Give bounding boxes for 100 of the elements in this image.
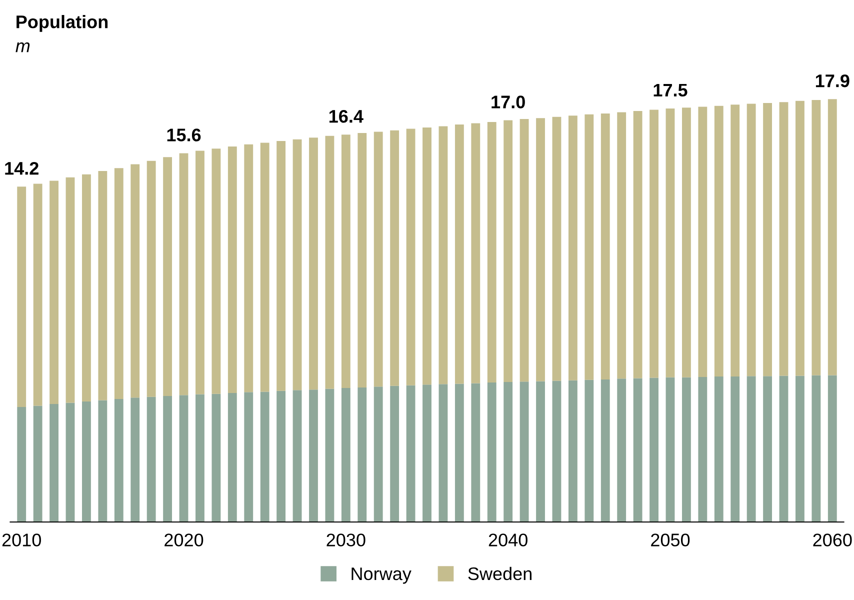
bar: [212, 148, 221, 394]
annotation: 17.9: [816, 74, 850, 88]
bar: [666, 377, 675, 522]
bar: [98, 171, 108, 400]
bar: [244, 392, 254, 522]
bar: [633, 110, 642, 378]
bar: [276, 390, 286, 522]
bar: [552, 116, 562, 381]
annotation: 15.6: [167, 128, 201, 142]
bar: [650, 378, 658, 522]
bar: [714, 376, 724, 522]
bar: [422, 384, 432, 522]
bar: [454, 124, 464, 384]
bar: [260, 392, 270, 522]
bar: [292, 139, 302, 390]
bar: [471, 123, 480, 384]
bar: [179, 395, 188, 522]
bar: [196, 150, 204, 394]
bar: [763, 102, 772, 376]
bar: [276, 141, 286, 391]
bar: [454, 384, 464, 522]
bar: [66, 402, 75, 522]
bar: [358, 388, 367, 522]
bar: [325, 388, 334, 522]
bar: [666, 108, 675, 378]
bar: [390, 130, 400, 386]
bar: [779, 376, 788, 522]
bar: [50, 180, 58, 404]
bar: [33, 184, 42, 406]
legend-label: Norway: [352, 568, 412, 584]
bar: [82, 401, 91, 522]
bar: [260, 142, 270, 392]
bar: [33, 406, 42, 522]
bar: [552, 380, 562, 522]
chart-title: Population: [16, 15, 108, 32]
bar: [130, 164, 140, 398]
bar: [163, 396, 172, 522]
legend-label: Sweden: [468, 566, 532, 580]
bar: [196, 394, 204, 522]
bar: [309, 138, 318, 390]
bar: [82, 174, 91, 402]
bar: [374, 132, 383, 387]
bar: [568, 380, 578, 522]
bar: [50, 404, 58, 522]
bar: [617, 112, 626, 379]
bar: [796, 100, 804, 376]
bar: [374, 386, 383, 522]
bar: [471, 383, 480, 522]
bar: [292, 390, 302, 522]
bar: [828, 375, 837, 522]
bar: [600, 114, 610, 380]
bar: [520, 382, 529, 522]
bar: [114, 398, 124, 522]
x-tick-label: 2060: [813, 534, 852, 546]
bar: [796, 376, 804, 522]
bar: [179, 153, 188, 396]
bar: [309, 390, 318, 522]
bar: [146, 160, 156, 397]
annotation: 17.0: [492, 96, 525, 108]
bar: [422, 127, 432, 385]
bar: [406, 385, 416, 522]
bar: [406, 128, 416, 386]
bar: [390, 386, 400, 522]
bar: [228, 393, 237, 522]
bar: [682, 377, 691, 522]
x-tick-label: 2040: [488, 534, 528, 546]
bar: [130, 398, 140, 522]
bar: [341, 134, 350, 388]
bar: [812, 375, 821, 522]
bar: [146, 396, 156, 522]
bar: [358, 132, 367, 388]
bar: [504, 382, 513, 522]
bar: [763, 376, 772, 522]
bar: [438, 126, 448, 384]
bar: [682, 108, 691, 378]
x-tick-label: 2030: [326, 534, 366, 546]
x-tick-label: 2020: [164, 534, 204, 546]
bar: [600, 379, 610, 522]
annotation: 16.4: [329, 110, 364, 123]
bar: [98, 400, 108, 522]
bar: [812, 100, 821, 376]
bar: [650, 110, 658, 378]
bar: [698, 376, 708, 522]
annotation: 14.2: [5, 162, 38, 175]
bar: [66, 177, 75, 403]
bar: [17, 406, 26, 522]
bar: [568, 116, 578, 380]
chart-subtitle: m: [16, 42, 30, 52]
bar: [633, 378, 642, 522]
bar: [730, 104, 740, 377]
bar: [17, 186, 26, 407]
bar: [536, 381, 545, 522]
bar: [746, 104, 756, 376]
bar: [714, 106, 724, 377]
bar: [114, 168, 124, 399]
bar: [730, 376, 740, 522]
bar: [828, 99, 837, 376]
bar: [584, 380, 594, 522]
bar: [438, 384, 448, 522]
bar: [617, 378, 626, 522]
